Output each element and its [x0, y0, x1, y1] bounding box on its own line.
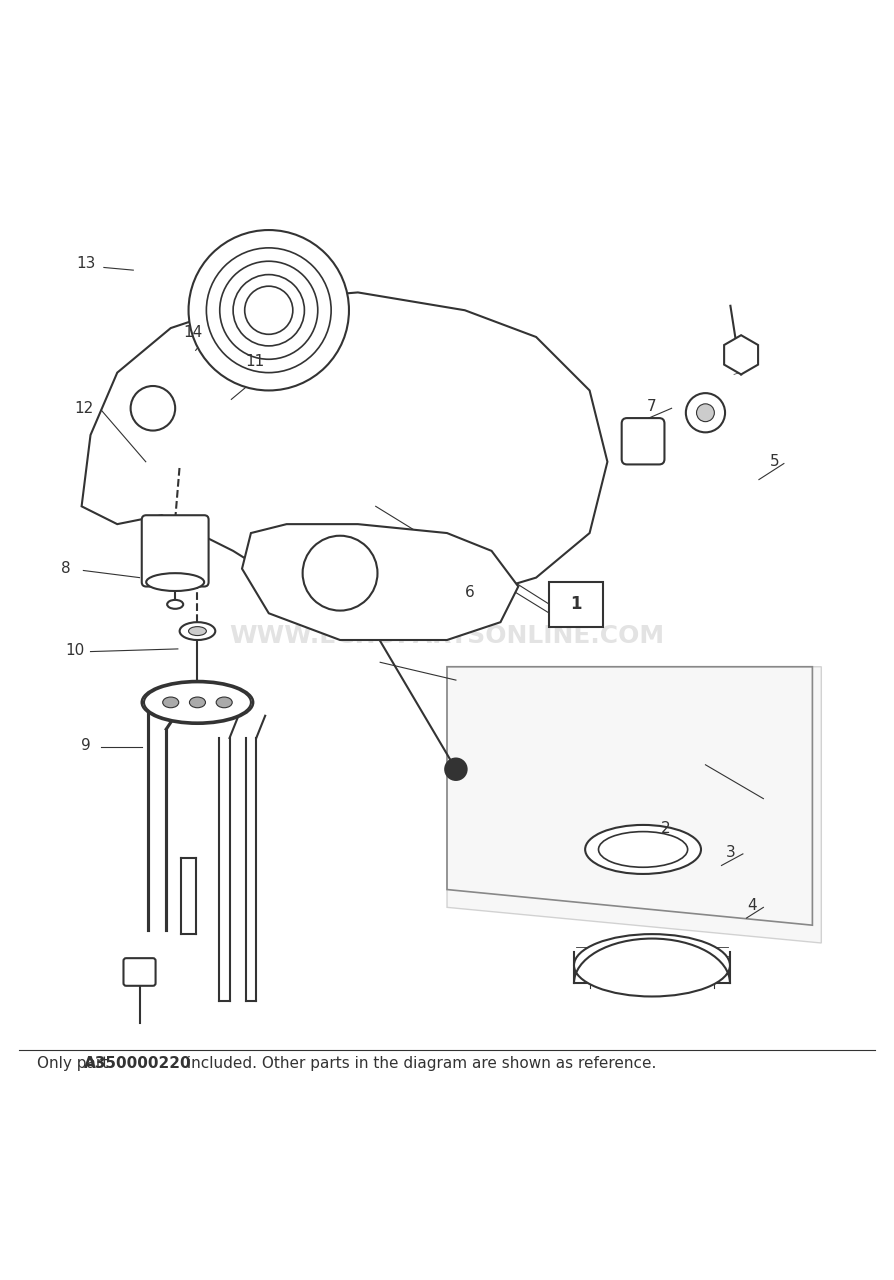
Ellipse shape	[144, 682, 251, 722]
Text: 7: 7	[647, 399, 657, 413]
Circle shape	[303, 536, 377, 611]
FancyBboxPatch shape	[142, 516, 208, 586]
Circle shape	[131, 387, 175, 430]
Text: 13: 13	[76, 256, 96, 271]
Text: Only part: Only part	[37, 1056, 114, 1071]
Text: 4: 4	[747, 899, 756, 913]
Ellipse shape	[190, 698, 206, 708]
Polygon shape	[447, 667, 822, 943]
Text: A350000220: A350000220	[84, 1056, 192, 1071]
Text: 11: 11	[246, 355, 265, 370]
Ellipse shape	[586, 824, 701, 874]
Text: 5: 5	[770, 454, 780, 470]
Ellipse shape	[180, 622, 215, 640]
Ellipse shape	[189, 627, 207, 636]
Text: 2: 2	[661, 822, 670, 836]
Circle shape	[445, 759, 467, 780]
Ellipse shape	[147, 573, 204, 591]
FancyBboxPatch shape	[621, 419, 664, 465]
Ellipse shape	[167, 600, 183, 609]
Ellipse shape	[163, 698, 179, 708]
Text: 10: 10	[65, 643, 84, 658]
Ellipse shape	[598, 832, 687, 868]
Ellipse shape	[216, 698, 232, 708]
Circle shape	[686, 393, 725, 433]
Text: 9: 9	[81, 737, 91, 753]
Polygon shape	[242, 524, 519, 640]
Text: 8: 8	[61, 561, 71, 576]
Ellipse shape	[574, 934, 730, 997]
FancyBboxPatch shape	[123, 959, 156, 986]
Text: 3: 3	[726, 845, 735, 860]
Text: included. Other parts in the diagram are shown as reference.: included. Other parts in the diagram are…	[182, 1056, 657, 1071]
Text: 1: 1	[570, 595, 582, 613]
Polygon shape	[81, 292, 607, 613]
Text: 12: 12	[74, 401, 94, 416]
Text: WWW.ECHOPARTSONLINE.COM: WWW.ECHOPARTSONLINE.COM	[230, 623, 664, 648]
Circle shape	[696, 403, 714, 421]
Text: 6: 6	[464, 585, 474, 600]
Circle shape	[189, 230, 349, 390]
Text: 14: 14	[183, 325, 203, 340]
FancyBboxPatch shape	[550, 582, 603, 627]
